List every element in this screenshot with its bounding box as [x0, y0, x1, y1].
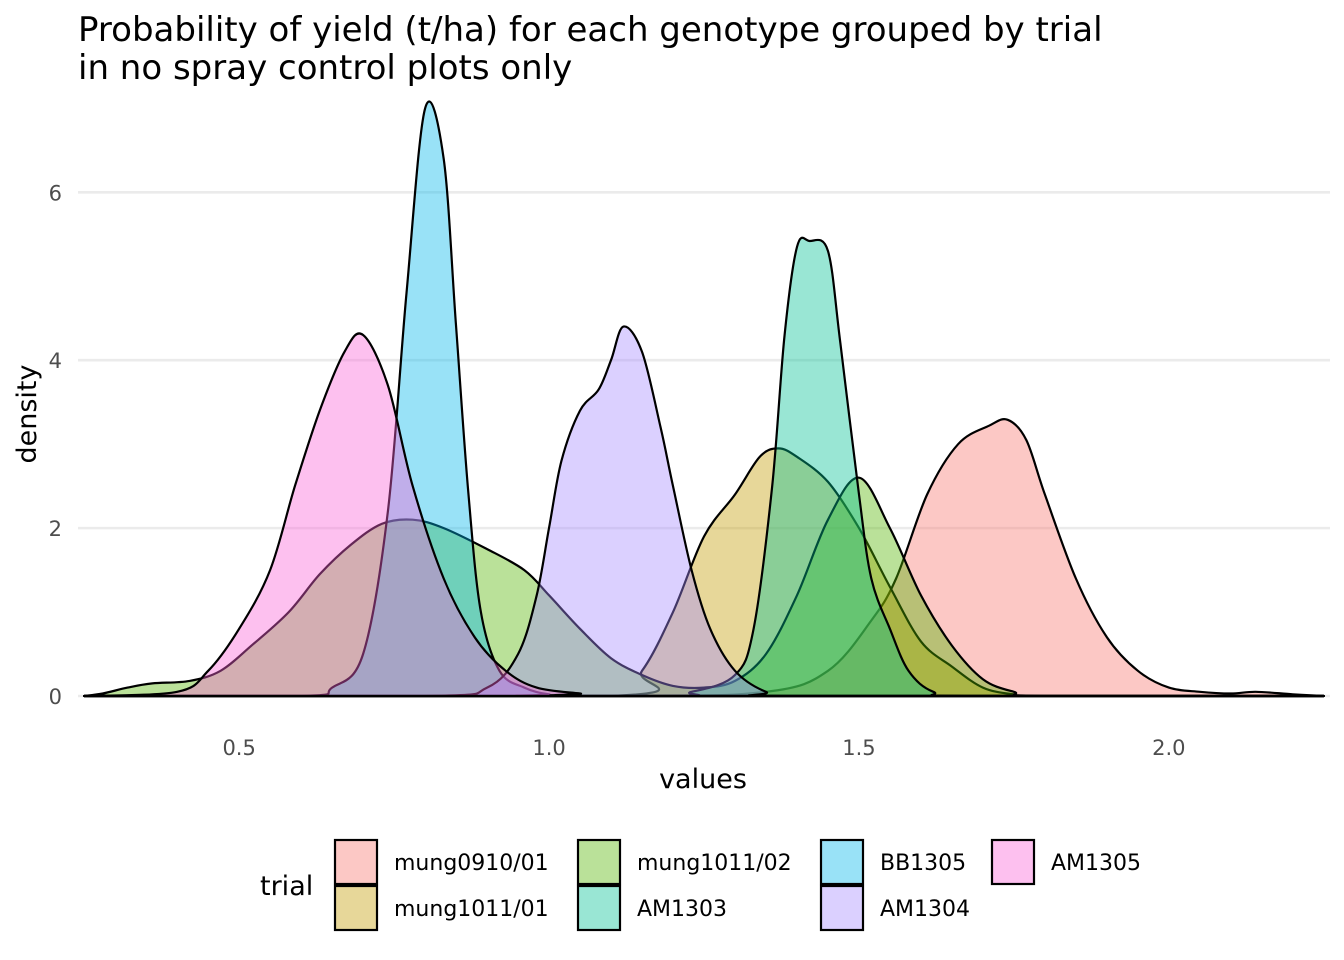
density-area-mung0910-01	[83, 418, 1325, 698]
x-tick-label: 0.5	[222, 736, 255, 760]
x-axis-title: values	[659, 764, 747, 795]
legend-label-am1304: AM1304	[880, 897, 970, 922]
density-area-mung1011-01	[83, 447, 1325, 698]
legend-label-mung1011-02: mung1011/02	[637, 851, 792, 876]
legend-key-am1304	[819, 884, 865, 932]
y-axis-ticks: 0 2 4 6	[49, 181, 62, 709]
legend-label-am1303: AM1303	[637, 897, 727, 922]
density-series	[83, 100, 1325, 698]
y-tick-label: 4	[49, 349, 62, 373]
legend-label-bb1305: BB1305	[880, 851, 966, 876]
density-area-am1304	[83, 325, 1325, 698]
y-axis-title: density	[12, 364, 43, 463]
legend-label-am1305: AM1305	[1051, 851, 1141, 876]
chart-title-line: in no spray control plots only	[78, 48, 572, 88]
legend: trial mung0910/01 mung1011/01 mung1011/02 A…	[260, 838, 1141, 932]
legend-label-mung1011-01: mung1011/01	[394, 897, 549, 922]
density-area-am1305	[83, 332, 1325, 698]
legend-key-bb1305	[819, 838, 865, 886]
x-tick-label: 1.0	[532, 736, 565, 760]
density-area-am1303	[83, 236, 1325, 698]
legend-key-mung1011-02	[576, 838, 622, 886]
legend-label-mung0910-01: mung0910/01	[394, 851, 549, 876]
legend-key-mung1011-01	[333, 884, 379, 932]
x-tick-label: 1.5	[842, 736, 875, 760]
density-area-mung1011-02	[83, 476, 1325, 698]
chart-title: Probability of yield (t/ha) for each gen…	[78, 10, 1103, 88]
legend-key-am1305	[990, 838, 1036, 886]
x-axis-ticks: 0.5 1.0 1.5 2.0	[222, 736, 1185, 760]
chart-title-line: Probability of yield (t/ha) for each gen…	[78, 10, 1103, 50]
legend-key-am1303	[576, 884, 622, 932]
y-tick-label: 0	[49, 685, 62, 709]
legend-key-mung0910-01	[333, 838, 379, 886]
y-tick-label: 2	[49, 517, 62, 541]
x-tick-label: 2.0	[1152, 736, 1185, 760]
y-tick-label: 6	[49, 181, 62, 205]
legend-title: trial	[260, 871, 313, 902]
